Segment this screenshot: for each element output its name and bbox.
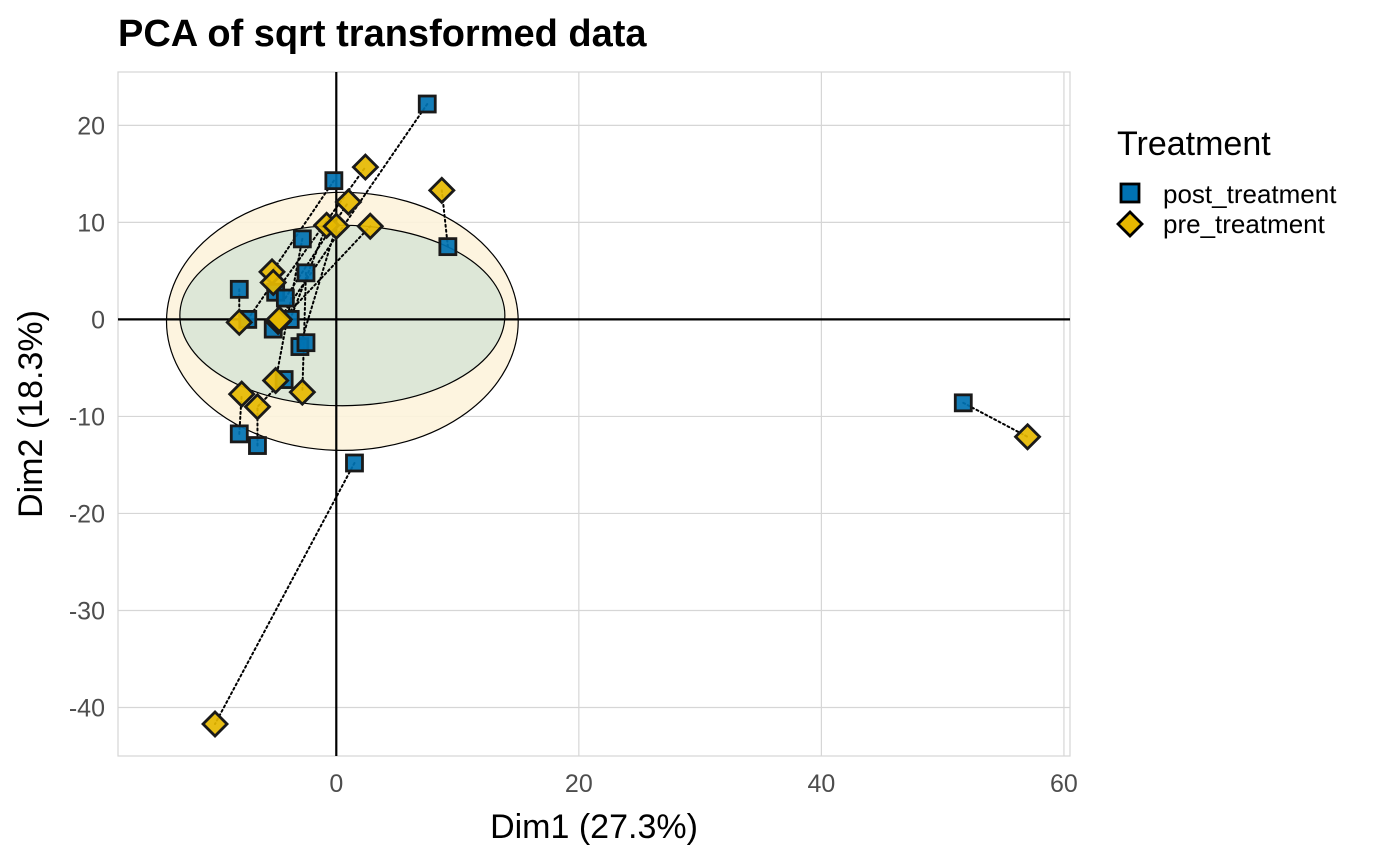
pre-treatment-point [225, 308, 254, 337]
post-treatment-point [953, 393, 973, 413]
x-tick-label: 20 [565, 770, 593, 798]
legend-label-pre-treatment: pre_treatment [1163, 209, 1326, 239]
post-treatment-point [292, 229, 312, 249]
pair-connector [278, 103, 429, 321]
post-treatment-point [296, 263, 316, 283]
y-axis-title: Dim2 (18.3%) [12, 310, 50, 518]
post-treatment-point [296, 333, 316, 353]
post-treatment-point [345, 453, 364, 473]
legend-square-marker [1119, 182, 1141, 204]
pre-treatment-point [227, 380, 256, 409]
legend-title: Treatment [1117, 125, 1271, 163]
pre-treatment-point [265, 305, 294, 334]
legend-diamond-marker [1116, 210, 1144, 238]
post-treatment-point [438, 237, 458, 257]
y-tick-labels: -40 -30 -20 -10 0 10 20 [69, 112, 105, 722]
legend-label-post-treatment: post_treatment [1163, 179, 1337, 209]
x-tick-label: 0 [329, 770, 343, 798]
data-points [201, 94, 1042, 738]
post-treatment-point [324, 171, 344, 191]
post-treatment-point [229, 424, 249, 444]
pre-treatment-point [334, 188, 363, 216]
pair-connector [214, 461, 356, 725]
pre-treatment-point [261, 366, 290, 395]
pre-treatment-point [201, 710, 229, 738]
pair-connector [962, 401, 1029, 438]
pre-treatment-point [259, 268, 288, 297]
post-treatment-point [275, 288, 295, 308]
x-tick-label: 40 [807, 770, 835, 798]
pre-treatment-point [1013, 422, 1042, 451]
pre-treatment-point [427, 176, 456, 205]
pre-treatment-point [356, 212, 385, 241]
pre-treatment-point [351, 153, 380, 182]
y-tick-label: 0 [91, 306, 105, 334]
pre-treatment-point [322, 212, 351, 241]
y-tick-label: -10 [69, 403, 105, 431]
post-treatment-point [229, 279, 249, 299]
x-tick-label: 60 [1050, 770, 1078, 798]
legend-entry-post-treatment: post_treatment [1119, 179, 1337, 209]
post-treatment-point [417, 94, 437, 114]
pre-treatment-point [288, 378, 317, 407]
pair-connector [271, 179, 335, 273]
y-tick-label: -30 [69, 597, 105, 625]
legend: Treatment post_treatment pre_treatment [1116, 125, 1337, 239]
confidence-ellipses [165, 191, 519, 451]
panel-border [117, 71, 1071, 757]
plot-area [117, 71, 1071, 757]
y-tick-label: 20 [77, 112, 105, 140]
pre-treatment-point [243, 392, 272, 421]
y-tick-label: -20 [69, 500, 105, 528]
x-axis-title: Dim1 (27.3%) [490, 808, 698, 846]
legend-entry-pre-treatment: pre_treatment [1116, 209, 1326, 239]
x-tick-labels: 0 20 40 60 [329, 770, 1078, 798]
pair-connector [298, 225, 338, 348]
y-tick-label: -40 [69, 694, 105, 722]
y-tick-label: 10 [77, 209, 105, 237]
chart-title: PCA of sqrt transformed data [118, 13, 647, 55]
post-treatment-point [248, 436, 267, 455]
